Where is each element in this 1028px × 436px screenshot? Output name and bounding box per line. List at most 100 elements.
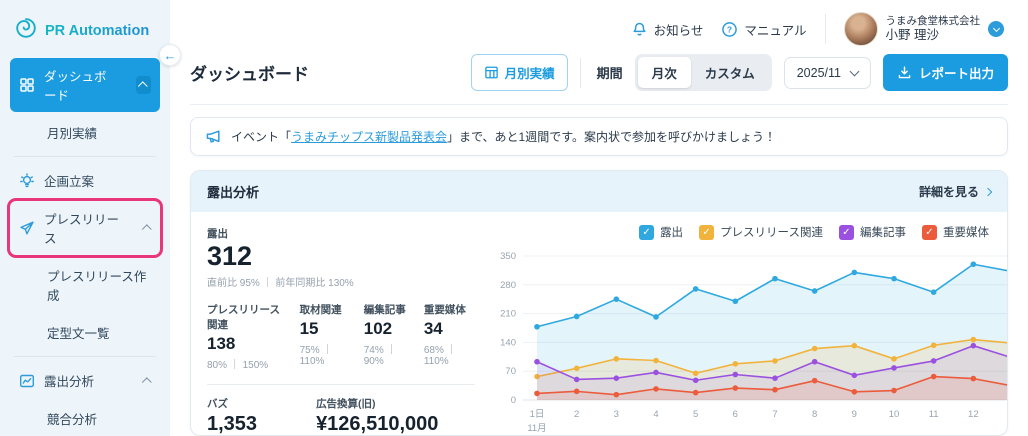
checkbox-checked-icon[interactable]: ✓: [922, 224, 937, 240]
user-name: 小野 理沙: [885, 27, 939, 42]
sidebar-item-label: 競合分析: [47, 413, 98, 427]
notifications-label: お知らせ: [653, 23, 704, 38]
sidebar-item-monthly-results[interactable]: 月別実績: [10, 115, 160, 150]
sidebar-item-competitor-analysis[interactable]: 競合分析: [10, 401, 160, 436]
chart-area: ✓ 露出 ✓ プレスリリース関連 ✓ 編集記事 ✓ 重要媒体 0 70 140 210 280 350 1…: [489, 222, 1007, 435]
title-row: ダッシュボード 月別実績 期間 月次 カスタム: [190, 52, 1008, 105]
sidebar-item-label: 定型文一覧: [47, 327, 110, 341]
checkbox-checked-icon[interactable]: ✓: [699, 224, 715, 240]
stat-interview: 取材関連 15 75% ｜ 110%: [299, 304, 342, 368]
chevron-down-icon[interactable]: [988, 21, 1004, 37]
sidebar-item-dashboard[interactable]: ダッシュボード: [10, 58, 160, 112]
exposure-trend-chart: 0701402102803501日11月2345678910111213: [500, 251, 1007, 434]
question-circle-icon: ?: [721, 21, 738, 38]
app-title: PR Automation: [45, 22, 150, 39]
svg-text:9: 9: [852, 409, 857, 420]
divider: [579, 57, 581, 88]
svg-text:11月: 11月: [527, 423, 546, 434]
checkbox-checked-icon[interactable]: ✓: [839, 224, 854, 240]
sidebar-item-templates[interactable]: 定型文一覧: [10, 315, 160, 350]
exposure-value: 312: [207, 241, 253, 271]
monthly-results-button[interactable]: 月別実績: [470, 54, 568, 91]
svg-text:140: 140: [500, 337, 516, 348]
chevron-down-icon: [849, 66, 860, 77]
exposure-analysis-card: 露出分析 詳細を見る 露出 312 直前比 95% ｜ 前年同期比 130% プ…: [190, 170, 1008, 436]
svg-text:8: 8: [812, 409, 817, 420]
notifications-button[interactable]: お知らせ: [631, 20, 704, 39]
details-link[interactable]: 詳細を見る: [919, 183, 993, 200]
banner-text: イベント「うまみチップス新製品発表会」まで、あと1週間です。案内状で参加を呼びか…: [231, 130, 777, 144]
sidebar-item-planning[interactable]: 企画立案: [10, 163, 160, 198]
stats-panel: 露出 312 直前比 95% ｜ 前年同期比 130% プレスリリース関連 13…: [207, 222, 475, 436]
logo[interactable]: PR Automation: [0, 12, 170, 55]
svg-text:1日: 1日: [530, 409, 545, 420]
svg-text:12: 12: [968, 409, 979, 420]
stat-editorial: 編集記事 102 74% ｜ 90%: [363, 304, 406, 368]
sidebar-item-label: プレスリリース: [44, 213, 120, 246]
main-content: お知らせ ? マニュアル うまみ食堂株式会社 小野 理沙: [170, 0, 1028, 436]
svg-text:0: 0: [511, 395, 516, 406]
legend-item[interactable]: ✓ 編集記事: [839, 224, 906, 240]
sidebar-item-label: プレスリリース作成: [47, 270, 147, 303]
card-title: 露出分析: [207, 185, 260, 200]
card-header: 露出分析 詳細を見る: [191, 171, 1007, 212]
sidebar-item-label: ダッシュボード: [44, 70, 107, 103]
page-title: ダッシュボード: [190, 65, 309, 84]
svg-text:5: 5: [693, 409, 698, 420]
event-reminder-banner: イベント「うまみチップス新製品発表会」まで、あと1週間です。案内状で参加を呼びか…: [190, 117, 1008, 156]
svg-text:4: 4: [653, 409, 658, 420]
table-icon: [484, 65, 499, 80]
svg-text:?: ?: [727, 24, 732, 34]
report-export-button[interactable]: レポート出力: [882, 54, 1008, 91]
svg-text:3: 3: [614, 409, 619, 420]
period-monthly-option[interactable]: 月次: [637, 57, 691, 88]
divider: [14, 356, 156, 357]
chevron-up-icon[interactable]: [141, 374, 152, 388]
user-menu[interactable]: うまみ食堂株式会社 小野 理沙: [843, 12, 1004, 46]
svg-text:2: 2: [574, 409, 579, 420]
chevron-up-icon[interactable]: [135, 76, 151, 94]
sidebar-item-press-release-create[interactable]: プレスリリース作成: [10, 258, 160, 312]
manual-button[interactable]: ? マニュアル: [721, 20, 807, 39]
legend-item[interactable]: ✓ プレスリリース関連: [699, 224, 823, 240]
legend-item[interactable]: ✓ 重要媒体: [922, 224, 989, 240]
bell-icon: [631, 21, 648, 38]
month-select[interactable]: 2025/11: [783, 56, 871, 89]
line-chart-icon: [19, 373, 35, 389]
megaphone-icon: [205, 128, 222, 145]
period-custom-option[interactable]: カスタム: [704, 67, 755, 81]
chart-legend: ✓ 露出 ✓ プレスリリース関連 ✓ 編集記事 ✓ 重要媒体: [489, 222, 991, 246]
topbar: お知らせ ? マニュアル うまみ食堂株式会社 小野 理沙: [190, 0, 1008, 52]
svg-text:350: 350: [500, 251, 516, 262]
sidebar-item-press-release[interactable]: プレスリリース: [10, 201, 160, 255]
stat-press-release: プレスリリース関連 138 80% ｜ 150%: [207, 304, 280, 372]
stat-key-media: 重要媒体 34 68% ｜ 110%: [423, 304, 466, 368]
divider: [824, 14, 826, 44]
stat-buzz: バズ 1,353 1,520% ｜ 560%: [207, 398, 258, 436]
chevron-up-icon[interactable]: [141, 221, 152, 235]
manual-label: マニュアル: [744, 23, 807, 38]
user-avatar: [843, 12, 878, 46]
svg-text:11: 11: [929, 409, 939, 420]
sidebar-item-label: 企画立案: [44, 175, 95, 189]
download-icon: [897, 65, 912, 80]
event-link[interactable]: うまみチップス新製品発表会: [291, 130, 448, 144]
sidebar-collapse-button[interactable]: ←: [159, 44, 181, 66]
legend-item[interactable]: ✓ 露出: [639, 224, 683, 240]
sidebar-item-exposure-analysis[interactable]: 露出分析: [10, 363, 160, 398]
sidebar: PR Automation ← ダッシュボード 月別実績: [0, 0, 181, 436]
checkbox-checked-icon[interactable]: ✓: [639, 224, 655, 240]
paper-plane-icon: [19, 220, 35, 236]
user-company: うまみ食堂株式会社: [885, 14, 981, 27]
svg-text:6: 6: [733, 409, 738, 420]
chevron-right-icon: [983, 187, 993, 196]
svg-text:10: 10: [889, 409, 900, 420]
svg-text:7: 7: [772, 409, 777, 420]
svg-text:210: 210: [500, 309, 516, 320]
sidebar-nav: ダッシュボード 月別実績 企画立案: [0, 58, 170, 436]
period-toggle: 月次 カスタム: [634, 54, 772, 91]
svg-text:280: 280: [500, 280, 516, 291]
divider: [14, 156, 156, 157]
pr-automation-logo-icon: [14, 16, 38, 45]
